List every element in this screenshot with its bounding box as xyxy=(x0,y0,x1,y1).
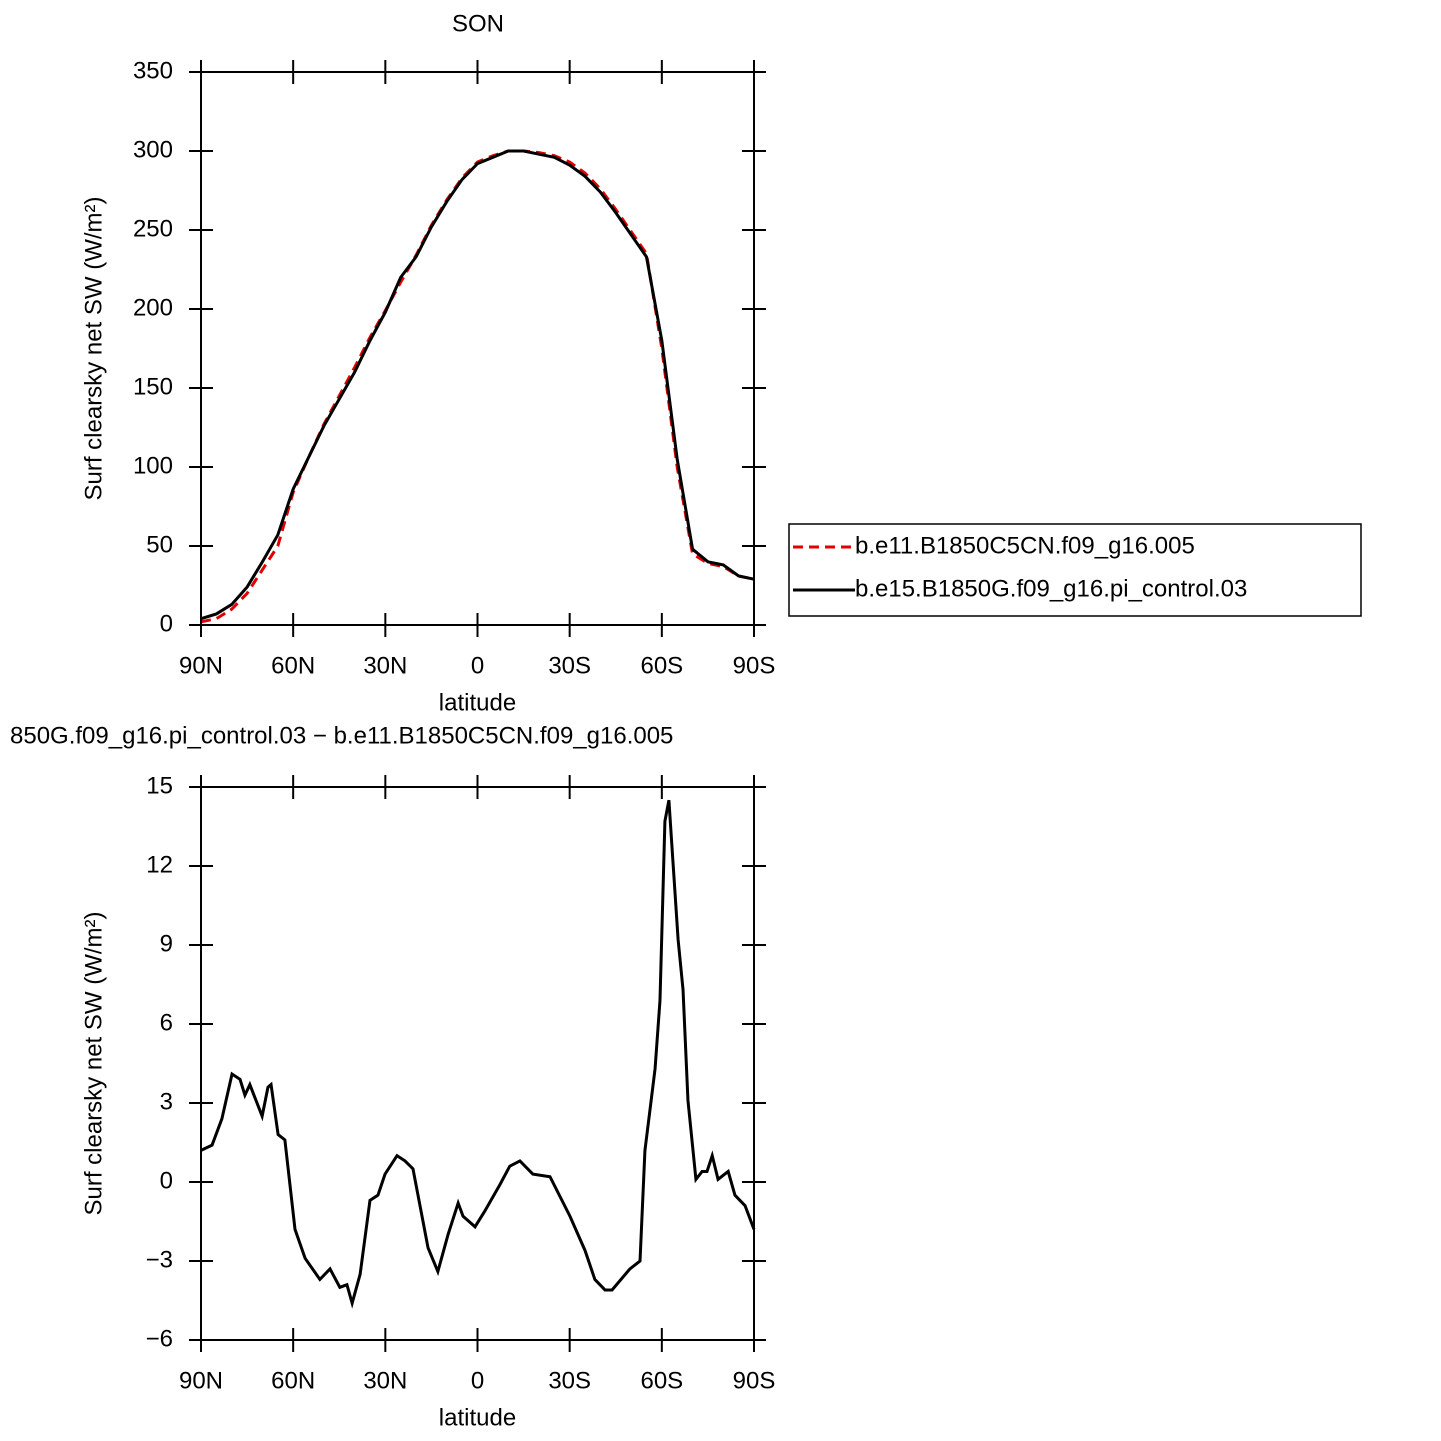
x-tick-label: 60N xyxy=(271,1367,315,1394)
y-axis-label: Surf clearsky net SW (W/m²) xyxy=(80,196,107,500)
x-tick-label: 90N xyxy=(179,1367,223,1394)
data-line xyxy=(200,149,755,624)
legend-box xyxy=(788,523,1362,617)
x-tick-label: 60S xyxy=(640,652,683,679)
y-tick-label: 100 xyxy=(133,452,173,479)
x-tick-label: 30N xyxy=(363,652,407,679)
y-tick-label: −6 xyxy=(146,1325,173,1352)
x-tick-label: 0 xyxy=(471,652,484,679)
y-tick-label: 200 xyxy=(133,294,173,321)
x-tick-label: 60N xyxy=(271,652,315,679)
data-line xyxy=(200,149,755,621)
y-tick-label: 6 xyxy=(160,1009,173,1036)
y-tick-label: 0 xyxy=(160,610,173,637)
x-axis-label: latitude xyxy=(439,1404,516,1431)
y-tick-label: 250 xyxy=(133,215,173,242)
y-tick-label: −3 xyxy=(146,1246,173,1273)
x-tick-label: 60S xyxy=(640,1367,683,1394)
x-tick-label: 0 xyxy=(471,1367,484,1394)
chart-title: 850G.f09_g16.pi_control.03 − b.e11.B1850… xyxy=(10,722,673,749)
plot-frame xyxy=(200,71,755,626)
x-tick-label: 90S xyxy=(733,652,776,679)
x-tick-label: 30S xyxy=(548,1367,591,1394)
x-tick-label: 30S xyxy=(548,652,591,679)
y-axis-label: Surf clearsky net SW (W/m²) xyxy=(80,911,107,1215)
x-tick-label: 90N xyxy=(179,652,223,679)
y-tick-label: 300 xyxy=(133,136,173,163)
plot-frame xyxy=(200,786,755,1341)
x-tick-label: 30N xyxy=(363,1367,407,1394)
y-tick-label: 150 xyxy=(133,373,173,400)
legend-label: b.e11.B1850C5CN.f09_g16.005 xyxy=(855,532,1195,559)
legend-label: b.e15.B1850G.f09_g16.pi_control.03 xyxy=(855,575,1247,602)
y-tick-label: 50 xyxy=(146,531,173,558)
y-tick-label: 12 xyxy=(146,851,173,878)
data-line xyxy=(200,799,756,1309)
x-tick-label: 90S xyxy=(733,1367,776,1394)
x-axis-label: latitude xyxy=(439,689,516,716)
y-tick-label: 9 xyxy=(160,930,173,957)
y-tick-label: 350 xyxy=(133,57,173,84)
y-tick-label: 3 xyxy=(160,1088,173,1115)
y-tick-label: 15 xyxy=(146,772,173,799)
chart-title: SON xyxy=(452,10,504,37)
y-tick-label: 0 xyxy=(160,1167,173,1194)
